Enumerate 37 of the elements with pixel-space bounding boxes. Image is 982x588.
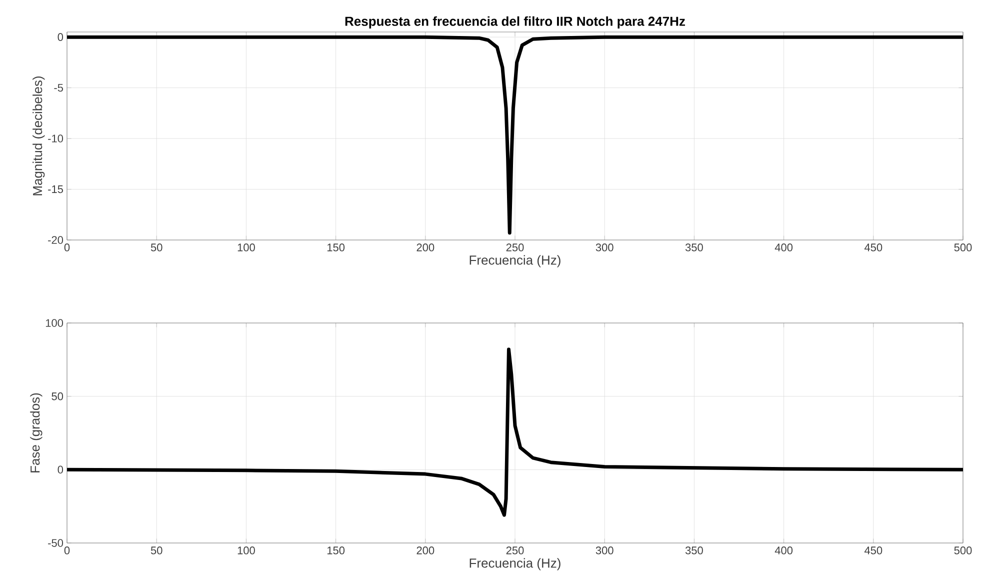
x-tick-label: 50	[150, 244, 162, 252]
x-axis-title: Frecuencia (Hz)	[470, 558, 560, 570]
y-tick-label: 0	[58, 466, 64, 474]
chart-title: Respuesta en frecuencia del filtro IIR Notch para 247Hz	[345, 16, 686, 28]
x-tick-label: 150	[327, 244, 345, 252]
x-tick-label: 100	[238, 244, 255, 252]
x-tick-label: 350	[685, 244, 703, 252]
x-tick-label: 150	[327, 546, 345, 554]
x-tick-label: 250	[506, 546, 524, 554]
y-axis-title: Fase (grados)	[30, 393, 42, 472]
line-series	[67, 348, 963, 517]
x-tick-label: 450	[864, 244, 882, 252]
x-tick-label: 200	[416, 546, 434, 554]
x-tick-label: 0	[64, 546, 70, 554]
y-tick-label: 50	[52, 392, 64, 400]
y-tick-label: -20	[48, 236, 64, 244]
x-tick-label: 400	[774, 546, 793, 554]
y-tick-label: -15	[48, 185, 64, 194]
x-tick-label: 400	[774, 244, 793, 252]
x-tick-label: 300	[596, 244, 614, 252]
x-tick-label: 500	[954, 244, 972, 252]
y-tick-label: -50	[48, 539, 64, 547]
x-tick-label: 50	[150, 546, 162, 554]
x-tick-label: 0	[64, 244, 70, 252]
x-tick-label: 200	[416, 244, 434, 252]
x-tick-label: 350	[685, 546, 703, 554]
x-axis-title: Frecuencia (Hz)	[470, 255, 560, 268]
x-tick-label: 100	[238, 546, 255, 554]
x-tick-label: 450	[864, 546, 882, 554]
x-tick-label: 300	[596, 546, 614, 554]
y-tick-label: 0	[58, 33, 64, 41]
y-tick-label: 100	[46, 319, 64, 327]
x-tick-label: 250	[506, 244, 524, 252]
y-tick-label: -5	[54, 84, 64, 92]
x-tick-label: 500	[954, 546, 972, 554]
y-tick-label: -10	[48, 134, 64, 142]
y-axis-title: Magnitud (decibeles)	[32, 76, 45, 196]
